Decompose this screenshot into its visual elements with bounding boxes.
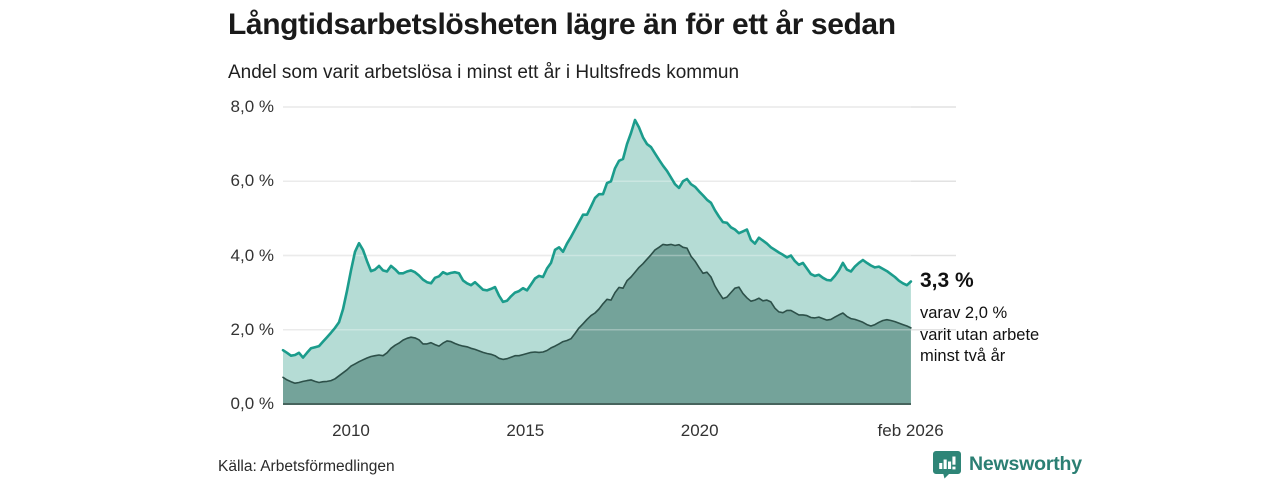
x-axis-label: 2015 <box>506 421 545 440</box>
chart-subtitle: Andel som varit arbetslösa i minst ett å… <box>228 62 740 83</box>
series-line-2 <box>282 243 912 384</box>
annotation-note-line: varit utan arbete <box>920 325 1040 344</box>
latest-value-label: 3,3 % <box>920 269 974 292</box>
source-text: Källa: Arbetsförmedlingen <box>218 458 395 475</box>
x-axis-label: feb 2026 <box>877 421 944 440</box>
bar-chart-pin-icon <box>933 451 961 479</box>
y-axis-label: 2,0 % <box>230 319 274 339</box>
annotation-note-line: varav 2,0 % <box>920 304 1008 322</box>
y-axis-label: 0,0 % <box>230 394 274 413</box>
x-axis-label: 2010 <box>332 421 370 440</box>
series-area-2 <box>283 244 911 404</box>
newsworthy-logo: Newsworthy <box>932 449 1082 479</box>
y-axis-label: 4,0 % <box>230 245 274 265</box>
brand-name: Newsworthy <box>969 452 1082 475</box>
page-title: Långtidsarbetslösheten lägre än för ett … <box>228 8 896 41</box>
x-axis-label: 2020 <box>680 421 719 440</box>
annotation-note-line: minst två år <box>920 347 1006 365</box>
series-line-1 <box>281 118 913 359</box>
y-axis-label: 8,0 % <box>230 97 274 116</box>
y-axis-label: 6,0 % <box>230 171 274 191</box>
annotation-note: varav 2,0 % varit utan arbete minst två … <box>920 303 1070 368</box>
